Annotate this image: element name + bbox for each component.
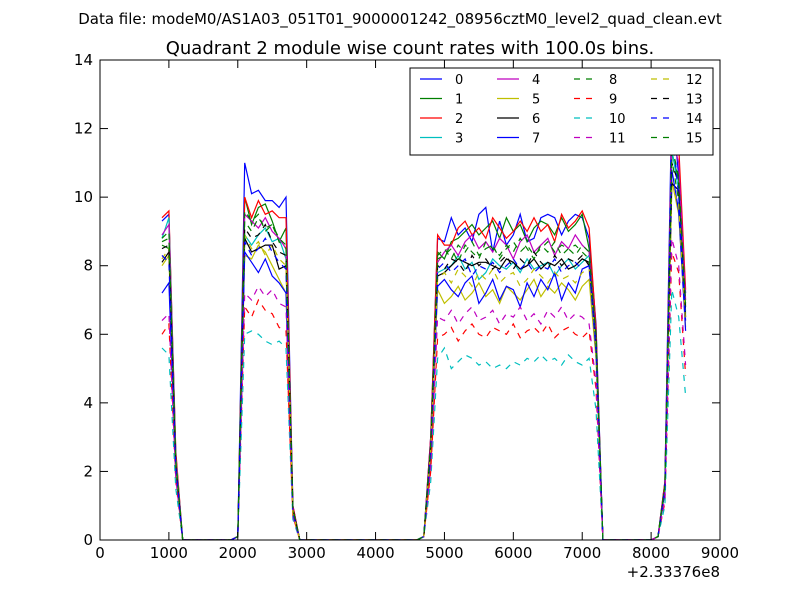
legend-label-13: 13 (686, 93, 703, 108)
x-tick-label: 9000 (701, 544, 739, 562)
y-tick-label: 2 (83, 462, 93, 480)
ticks-layer: 0 1000 2000 3000 4000 5000 6000 7000 8000 9000 0 2 4… (74, 51, 739, 562)
y-tick-label: 6 (83, 325, 93, 343)
series-line-11 (161, 238, 687, 540)
y-tick-label: 4 (83, 394, 93, 412)
legend-label-8: 8 (609, 73, 617, 88)
legend-label-1: 1 (455, 93, 463, 108)
suptitle: Data file: modeM0/AS1A03_051T01_90000012… (78, 10, 722, 29)
legend-box (409, 67, 714, 156)
series-line-4 (161, 135, 687, 540)
x-tick-label: 0 (95, 544, 105, 562)
series-line-10 (161, 289, 687, 540)
series-line-12 (161, 186, 687, 540)
legend-label-7: 7 (532, 132, 540, 147)
x-tick-label: 1000 (150, 544, 188, 562)
x-tick-label: 8000 (632, 544, 670, 562)
legend-label-12: 12 (686, 73, 703, 88)
y-tick-label: 8 (83, 257, 93, 275)
y-tick-label: 10 (74, 188, 93, 206)
series-line-13 (161, 162, 687, 540)
legend-label-11: 11 (609, 132, 626, 147)
series-line-0 (161, 101, 687, 540)
x-tick-label: 4000 (356, 544, 394, 562)
series-line-3 (161, 149, 687, 540)
y-tick-label: 0 (83, 531, 93, 549)
series-line-2 (161, 124, 687, 540)
x-tick-label: 5000 (425, 544, 463, 562)
series-line-7 (161, 169, 687, 540)
series-line-8 (161, 159, 687, 540)
legend-label-2: 2 (455, 112, 463, 127)
series-line-1 (161, 152, 687, 540)
x-tick-label: 7000 (563, 544, 601, 562)
legend-label-9: 9 (609, 93, 617, 108)
x-offset-label: +2.33376e8 (627, 563, 720, 581)
chart-title: Quadrant 2 module wise count rates with … (166, 38, 655, 59)
series-layer (161, 101, 687, 540)
x-tick-label: 6000 (494, 544, 532, 562)
legend-label-4: 4 (532, 73, 540, 88)
legend-label-6: 6 (532, 112, 540, 127)
plot-frame (99, 59, 721, 541)
y-tick-label: 14 (74, 51, 93, 69)
legend-label-15: 15 (686, 132, 703, 147)
legend-label-10: 10 (609, 112, 626, 127)
x-tick-label: 2000 (219, 544, 257, 562)
legend-label-3: 3 (455, 132, 463, 147)
series-line-15 (161, 145, 687, 540)
legend-label-5: 5 (532, 93, 540, 108)
legend-label-14: 14 (686, 112, 703, 127)
series-line-14 (161, 121, 687, 540)
x-tick-label: 3000 (288, 544, 326, 562)
y-tick-label: 12 (74, 120, 93, 138)
legend-label-0: 0 (455, 73, 463, 88)
